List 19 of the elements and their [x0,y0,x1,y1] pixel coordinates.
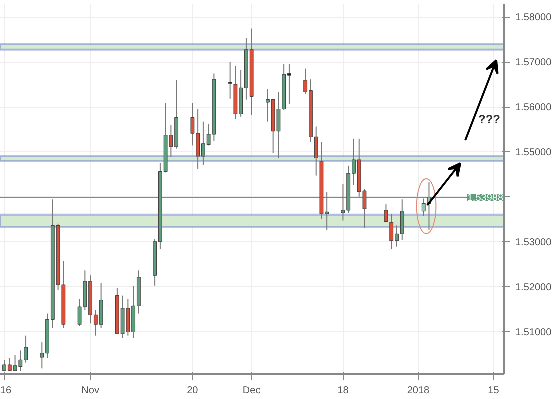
candlestick [228,62,232,100]
y-tick-label: 1.56000 [516,102,552,114]
x-tick-label: 2018 [407,386,430,396]
x-tick-label: 15 [488,386,500,396]
y-tick-label: 1.57000 [516,58,552,69]
ref-line-label: 1.53988 [467,192,504,204]
x-tick-label: 20 [187,386,199,396]
x-tick-label: 18 [338,386,350,396]
y-tick-label: 1.51000 [516,327,552,338]
y-tick-label: 1.55000 [516,147,552,158]
y-tick-label: 1.58000 [516,12,552,24]
x-tick-label: Dec [242,386,261,396]
y-tick-label: 1.52000 [516,282,552,294]
x-tick-label: 16 [0,386,12,396]
y-tick-label: 1.53000 [516,237,552,248]
candlestick [384,204,388,224]
candlestick [422,198,426,217]
annotation: ??? [478,112,500,126]
x-tick-label: Nov [82,386,100,396]
